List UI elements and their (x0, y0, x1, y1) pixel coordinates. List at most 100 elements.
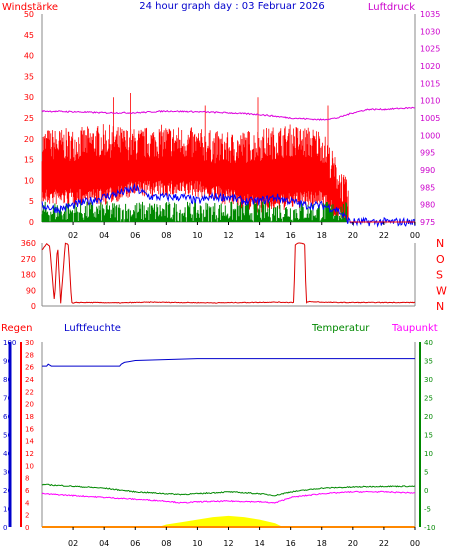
temperature-tick-label: 30 (424, 376, 433, 384)
compass-label: O (436, 253, 445, 266)
time-tick-label: 20 (348, 539, 358, 548)
humidity-tick-label: 0 (3, 524, 7, 532)
compass-label: N (436, 237, 444, 250)
humidity-tick-label: 60 (3, 413, 12, 421)
wind-tick-label: 15 (24, 156, 34, 165)
time-tick-label: 00 (410, 231, 420, 240)
wind-tick-label: 30 (24, 93, 34, 102)
temperature-tick-label: 20 (424, 413, 433, 421)
temperature-tick-label: 5 (424, 469, 428, 477)
compass-label: N (436, 300, 444, 313)
wind-direction-series (41, 242, 416, 304)
rain-tick-label: 26 (25, 364, 34, 372)
pressure-tick-label: 1020 (420, 62, 440, 71)
temperature-tick-label: 40 (424, 339, 433, 347)
pressure-tick-label: 1025 (420, 45, 440, 54)
temperature-tick-label: -5 (424, 506, 431, 514)
time-tick-label: 10 (192, 231, 202, 240)
wind-tick-label: 5 (29, 197, 34, 206)
direction-tick-label: 90 (26, 286, 36, 295)
humidity-tick-label: 10 (3, 506, 12, 514)
time-tick-label: 22 (379, 231, 389, 240)
axes-layer: 0510152025303540455097598098599099510001… (3, 10, 447, 548)
time-tick-label: 20 (348, 231, 358, 240)
direction-tick-label: 180 (21, 271, 36, 280)
pressure-tick-label: 1005 (420, 114, 440, 123)
humidity-tick-label: 20 (3, 487, 12, 495)
pressure-tick-label: 1010 (420, 97, 440, 106)
wind-tick-label: 50 (24, 10, 34, 19)
time-tick-label: 04 (99, 539, 109, 548)
time-tick-label: 02 (68, 539, 78, 548)
pressure-tick-label: 1030 (420, 27, 440, 36)
rain-tick-label: 24 (25, 376, 34, 384)
rain-tick-label: 18 (25, 413, 34, 421)
temperature-tick-label: -10 (424, 524, 435, 532)
dewpoint-series (41, 490, 416, 504)
time-tick-label: 12 (223, 231, 233, 240)
temperature-series (41, 483, 416, 497)
wind-tick-label: 40 (24, 52, 34, 61)
rain-tick-label: 10 (25, 462, 34, 470)
time-tick-label: 02 (68, 231, 78, 240)
time-tick-label: 08 (161, 231, 171, 240)
rain-tick-label: 20 (25, 401, 34, 409)
humidity-tick-label: 70 (3, 395, 12, 403)
rain-tick-label: 0 (25, 524, 29, 532)
time-tick-label: 04 (99, 231, 109, 240)
pressure-tick-label: 995 (420, 149, 435, 158)
rain-tick-label: 12 (25, 450, 34, 458)
humidity-tick-label: 100 (3, 339, 16, 347)
time-tick-label: 00 (410, 539, 420, 548)
wind-tick-label: 25 (24, 114, 34, 123)
pressure-tick-label: 1035 (420, 10, 440, 19)
temperature-tick-label: 15 (424, 432, 433, 440)
humidity-tick-label: 30 (3, 469, 12, 477)
time-tick-label: 22 (379, 539, 389, 548)
time-tick-label: 12 (223, 539, 233, 548)
temperature-axis-title: Temperatur (311, 323, 370, 334)
rain-tick-label: 4 (25, 499, 30, 507)
direction-tick-label: 270 (21, 255, 36, 264)
temperature-tick-label: 35 (424, 358, 433, 366)
wind-low-series (41, 201, 348, 222)
pressure-tick-label: 980 (420, 201, 435, 210)
rain-tick-label: 16 (25, 425, 34, 433)
humidity-tick-label: 40 (3, 450, 12, 458)
wind-tick-label: 35 (24, 72, 34, 81)
pressure-tick-label: 990 (420, 166, 435, 175)
pressure-tick-label: 975 (420, 218, 435, 227)
humidity-tick-label: 90 (3, 358, 12, 366)
chart-title: 24 hour graph day : 03 Februar 2026 (139, 1, 324, 12)
time-tick-label: 06 (130, 539, 140, 548)
rain-tick-label: 30 (25, 339, 34, 347)
time-tick-label: 06 (130, 231, 140, 240)
wind-tick-label: 45 (24, 31, 34, 40)
series-layer (41, 93, 416, 528)
pressure-tick-label: 1015 (420, 79, 440, 88)
rain-tick-label: 22 (25, 388, 34, 396)
rain-tick-label: 14 (25, 438, 34, 446)
direction-tick-label: 0 (31, 302, 36, 311)
temperature-tick-label: 10 (424, 450, 433, 458)
compass-label: S (436, 269, 443, 282)
temperature-tick-label: 0 (424, 487, 428, 495)
pressure-tick-label: 985 (420, 183, 435, 192)
wind-gust-series (41, 93, 349, 222)
humidity-axis-title: Luftfeuchte (64, 323, 121, 334)
time-tick-label: 14 (254, 231, 264, 240)
humidity-series (42, 358, 415, 367)
temperature-tick-label: 25 (424, 395, 433, 403)
wind-tick-label: 20 (24, 135, 34, 144)
dewpoint-axis-title: Taupunkt (391, 323, 438, 334)
wind-axis-title: Windstärke (2, 2, 58, 13)
time-tick-label: 18 (317, 231, 327, 240)
wind-tick-label: 10 (24, 176, 34, 185)
humidity-tick-label: 80 (3, 376, 12, 384)
time-tick-label: 16 (286, 539, 296, 548)
time-tick-label: 08 (161, 539, 171, 548)
rain-tick-label: 8 (25, 475, 29, 483)
humidity-tick-label: 50 (3, 432, 12, 440)
pressure-tick-label: 1000 (420, 131, 440, 140)
pressure-series (41, 106, 416, 121)
